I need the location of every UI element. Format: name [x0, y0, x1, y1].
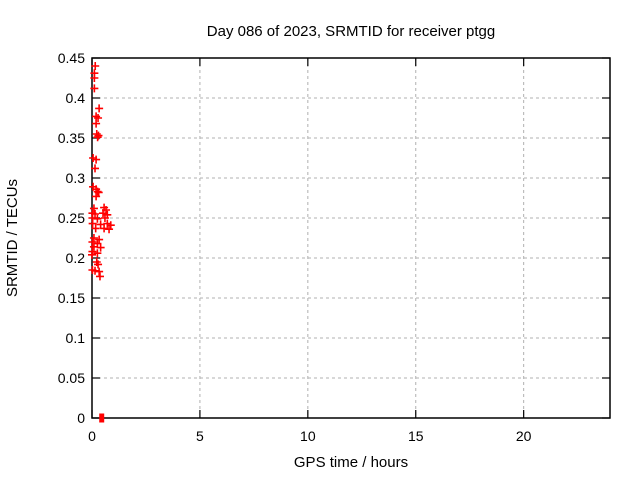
- data-point: [94, 260, 103, 269]
- data-point: [99, 209, 108, 218]
- y-tick-label: 0.45: [58, 50, 85, 66]
- data-point: [95, 104, 104, 113]
- y-tick-label: 0.15: [58, 290, 85, 306]
- data-point: [89, 242, 98, 251]
- y-tick-label: 0.05: [58, 370, 85, 386]
- data-point: [90, 84, 99, 93]
- data-point: [92, 119, 101, 128]
- tick-layer: [91, 57, 610, 419]
- data-point: [105, 225, 114, 234]
- y-tick-label: 0: [77, 410, 85, 426]
- data-point: [96, 243, 105, 252]
- data-point: [88, 238, 97, 246]
- x-tick-label: 5: [196, 428, 204, 444]
- y-tick-label: 0.2: [66, 250, 86, 266]
- grid-layer: [92, 58, 610, 418]
- y-axis-label: SRMTID / TECUs: [4, 179, 21, 297]
- data-point: [106, 221, 115, 230]
- data-point: [93, 133, 102, 142]
- data-point: [88, 250, 96, 259]
- tick-label-layer: 0 0.05 0.1 0.15 0.2 0.25 0.3 0.35 0.4 0.45 0 5 10 15 2…: [58, 50, 532, 444]
- y-tick-label: 0.3: [66, 170, 86, 186]
- data-point: [93, 249, 102, 258]
- data-point: [91, 224, 100, 233]
- x-tick-label: 0: [88, 428, 96, 444]
- data-point: [91, 164, 100, 173]
- data-point: [95, 272, 104, 281]
- data-point: [93, 214, 102, 223]
- y-tick-label: 0.35: [58, 130, 85, 146]
- y-tick-label: 0.25: [58, 210, 85, 226]
- data-point: [100, 214, 109, 222]
- x-tick-label: 20: [516, 428, 532, 444]
- x-tick-label: 10: [300, 428, 316, 444]
- y-tick-label: 0.1: [66, 330, 86, 346]
- frame-layer: [91, 57, 611, 419]
- data-point: [88, 219, 97, 228]
- data-point: [95, 267, 104, 276]
- data-point: [92, 112, 101, 121]
- data-point: [94, 114, 103, 122]
- data-point: [89, 204, 98, 213]
- data-point: [90, 74, 99, 82]
- data-point: [89, 234, 98, 242]
- data-point: [92, 155, 101, 164]
- data-point-layer: [88, 62, 115, 423]
- x-axis-label: GPS time / hours: [294, 454, 408, 471]
- data-point: [92, 192, 101, 201]
- data-point: [91, 62, 100, 70]
- data-point: [91, 266, 100, 275]
- data-point: [95, 235, 104, 244]
- y-tick-label: 0.4: [66, 90, 86, 106]
- x-tick-label: 15: [408, 428, 424, 444]
- data-point: [94, 131, 103, 140]
- data-point-square: [99, 413, 105, 423]
- chart-title: Day 086 of 2023, SRMTID for receiver ptg…: [207, 23, 495, 40]
- plot-border: [91, 57, 611, 419]
